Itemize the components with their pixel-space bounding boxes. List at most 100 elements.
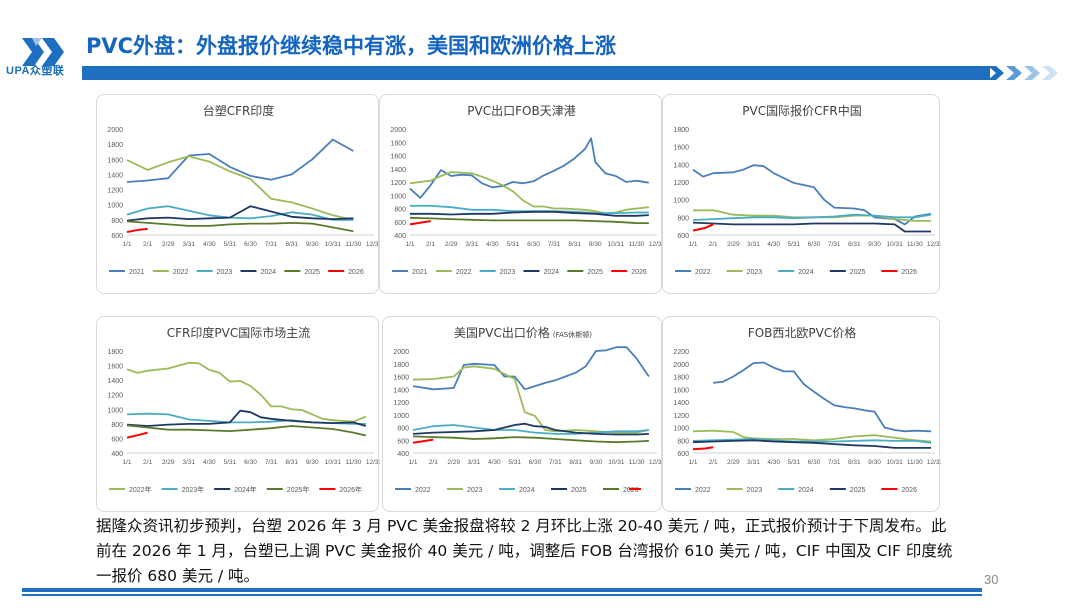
y-tick-label: 1400 — [673, 162, 689, 169]
series-line-2026r — [412, 438, 434, 444]
footer-bar-thin — [22, 594, 982, 596]
y-tick-label: 600 — [677, 451, 689, 458]
y-tick-label: 800 — [111, 218, 123, 225]
chart-us-export: 美国PVC出口价格 (FAS休斯顿) 2000 1800 1600 1400 1200 100… — [393, 325, 663, 494]
x-tick-label: 7/31 — [548, 241, 561, 248]
series-line-2025 — [409, 216, 649, 224]
legend-label: 2023 — [747, 487, 763, 494]
y-tick-label: 1000 — [107, 203, 123, 210]
series-line-2022 — [713, 361, 932, 433]
legend-label: 2026 — [901, 487, 917, 494]
x-tick-label: 6/30 — [808, 241, 821, 248]
series-line-2024 — [692, 438, 932, 444]
x-tick-label: 2/1 — [709, 459, 718, 466]
y-tick-label: 2000 — [107, 127, 123, 134]
x-tick-label: 4/30 — [203, 459, 216, 466]
y-tick-label: 2000 — [673, 362, 689, 369]
legend-label: 2025 — [304, 269, 320, 276]
y-tick-label: 2000 — [393, 349, 409, 356]
series-line-2022 — [412, 346, 650, 391]
legend-label: 2026 — [631, 269, 647, 276]
x-tick-label: 9/30 — [306, 241, 319, 248]
x-tick-label: 11/30 — [907, 459, 923, 466]
chevron-right-icon — [988, 66, 1058, 80]
x-tick-label: 2/29 — [445, 241, 458, 248]
legend-label: 2021 — [129, 269, 145, 276]
x-tick-label: 3/31 — [468, 459, 481, 466]
chart-panel-fob-tianjin: PVC出口FOB天津港 2000 1800 1600 1400 1200 1000 800 60… — [379, 94, 663, 294]
chart-subtitle: (FAS休斯顿) — [553, 330, 592, 339]
legend-label: 2025年 — [287, 485, 310, 494]
y-tick-label: 1200 — [393, 400, 409, 407]
y-tick-label: 1200 — [673, 180, 689, 187]
legend-label: 2023 — [217, 269, 233, 276]
y-tick-label: 1600 — [107, 364, 123, 371]
legend-label: 2022 — [695, 487, 711, 494]
series-line-2025 — [692, 439, 931, 449]
x-tick-label: 6/30 — [808, 459, 821, 466]
series-line-2023 — [693, 209, 931, 222]
y-tick-label: 1600 — [107, 157, 123, 164]
x-tick-label: 9/30 — [589, 241, 602, 248]
y-tick-label: 1000 — [673, 198, 689, 205]
x-tick-label: 3/31 — [182, 241, 195, 248]
legend-label: 2023年 — [182, 485, 205, 494]
x-tick-label: 8/31 — [569, 459, 582, 466]
y-tick-label: 600 — [677, 233, 689, 240]
y-tick-label: 1600 — [673, 145, 689, 152]
y-tick-label: 600 — [111, 436, 123, 443]
x-tick-label: 5/31 — [507, 241, 520, 248]
x-tick-label: 4/30 — [767, 459, 780, 466]
chart-cfr-china: PVC国际报价CFR中国 1800 1600 1400 1200 1000 800 6001/… — [673, 103, 941, 276]
x-tick-label: 11/30 — [346, 459, 362, 466]
y-tick-label: 1600 — [393, 375, 409, 382]
x-tick-label: 1/1 — [122, 241, 131, 248]
x-tick-label: 10/31 — [887, 459, 904, 466]
y-tick-label: 800 — [394, 207, 406, 214]
legend-label: 2025 — [850, 487, 866, 494]
y-tick-label: 1600 — [673, 387, 689, 394]
x-tick-label: 10/31 — [325, 459, 342, 466]
y-tick-label: 1800 — [390, 140, 406, 147]
y-tick-label: 1400 — [393, 387, 409, 394]
y-tick-label: 800 — [677, 438, 689, 445]
series-line-2023 — [126, 205, 354, 221]
series-line-2024年 — [126, 409, 367, 427]
chart-cfr-india: 台塑CFR印度 2000 1800 1600 1400 1200 1000 800 6001/1… — [107, 103, 380, 276]
series-line-2024 — [692, 213, 932, 221]
x-tick-label: 8/31 — [848, 459, 861, 466]
x-tick-label: 6/30 — [244, 459, 257, 466]
series-line-2026年 — [126, 431, 148, 439]
x-tick-label: 2/29 — [162, 241, 175, 248]
y-tick-label: 1400 — [107, 378, 123, 385]
y-tick-label: 1400 — [107, 172, 123, 179]
x-tick-label: 10/31 — [608, 241, 625, 248]
series-line-2025 — [692, 221, 931, 233]
legend-label: 2024 — [544, 269, 560, 276]
upa-logo-icon — [22, 38, 64, 66]
chart-title: 美国PVC出口价格 (FAS休斯顿) — [454, 325, 592, 340]
page-number: 30 — [984, 572, 999, 587]
x-tick-label: 12/31 — [366, 459, 380, 466]
y-tick-label: 1000 — [673, 426, 689, 433]
series-line-2023 — [692, 429, 932, 443]
chart-fob-tianjin: PVC出口FOB天津港 2000 1800 1600 1400 1200 1000 800 60… — [390, 104, 663, 276]
title-underline-bar — [82, 66, 990, 80]
x-tick-label: 12/31 — [927, 241, 941, 248]
y-tick-label: 800 — [397, 426, 409, 433]
x-tick-label: 8/31 — [285, 241, 298, 248]
chart-panel-india-mainstream: CFR印度PVC国际市场主流 1800 1600 1400 1200 1000 800 600… — [96, 316, 380, 512]
x-tick-label: 8/31 — [848, 241, 861, 248]
x-tick-label: 2/1 — [709, 241, 718, 248]
legend-label: 2024 — [519, 487, 535, 494]
chart-title: PVC国际报价CFR中国 — [742, 103, 861, 118]
legend-label: 2026 — [901, 269, 917, 276]
y-tick-label: 1800 — [673, 375, 689, 382]
series-line-2022 — [126, 155, 354, 221]
series-line-2024 — [410, 210, 649, 217]
x-tick-label: 9/30 — [868, 459, 881, 466]
y-tick-label: 1000 — [390, 193, 406, 200]
x-tick-label: 3/31 — [465, 241, 478, 248]
x-tick-label: 2/29 — [727, 241, 740, 248]
legend-label: 2023 — [500, 269, 516, 276]
